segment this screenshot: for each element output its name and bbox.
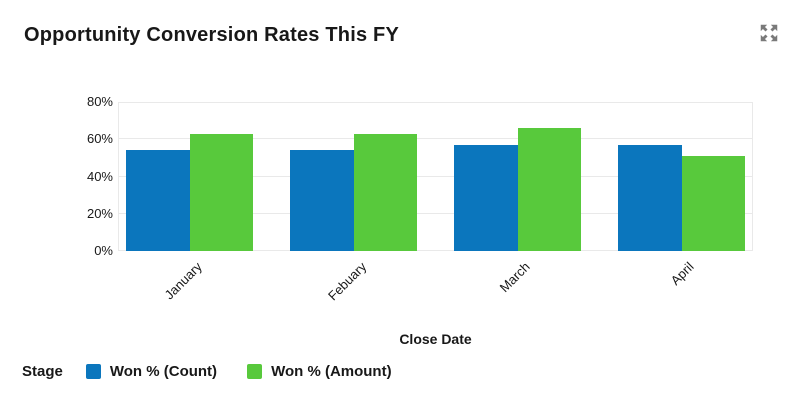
legend-item-won-count: Won % (Count)	[85, 363, 218, 380]
x-tick-label: Febuary	[324, 259, 370, 304]
y-tick-label: 0%	[94, 243, 113, 258]
x-tick-label: April	[668, 259, 698, 289]
gridline	[119, 213, 752, 214]
expand-icon	[760, 24, 778, 42]
y-tick-label: 80%	[86, 94, 113, 109]
x-axis-title: Close Date	[399, 331, 472, 347]
legend-item-won-amount: Won % (Amount)	[247, 363, 392, 380]
legend-label: Won % (Amount)	[271, 363, 392, 380]
y-tick-label: 40%	[86, 168, 113, 184]
legend-label: Won % (Count)	[109, 363, 218, 380]
y-tick-label: 20%	[86, 205, 113, 221]
bar-april-won-amount[interactable]	[681, 156, 745, 251]
y-tick-label: 60%	[86, 131, 113, 147]
bar-march-won-amount[interactable]	[517, 128, 581, 251]
x-tick-label: March	[496, 259, 534, 296]
x-tick-label: January	[161, 259, 206, 303]
bar-febuary-won-count[interactable]	[290, 150, 354, 251]
legend-swatch	[85, 364, 101, 379]
bar-febuary-won-amount[interactable]	[353, 133, 417, 251]
bar-january-won-amount[interactable]	[189, 133, 253, 251]
gridline	[119, 138, 752, 139]
chart-title: Opportunity Conversion Rates This FY	[24, 24, 400, 46]
legend: Stage Won % (Count) Won % (Amount)	[22, 363, 422, 380]
plot-area	[118, 102, 753, 251]
gridline	[119, 176, 752, 177]
bar-april-won-count[interactable]	[618, 144, 682, 251]
bar-march-won-count[interactable]	[454, 144, 518, 251]
legend-title: Stage	[22, 363, 63, 380]
gridline	[119, 250, 752, 251]
legend-items: Won % (Count) Won % (Amount)	[85, 363, 422, 380]
gridline	[119, 102, 752, 103]
expand-icon[interactable]	[758, 22, 780, 44]
legend-swatch	[247, 364, 263, 379]
bar-january-won-count[interactable]	[126, 150, 190, 251]
